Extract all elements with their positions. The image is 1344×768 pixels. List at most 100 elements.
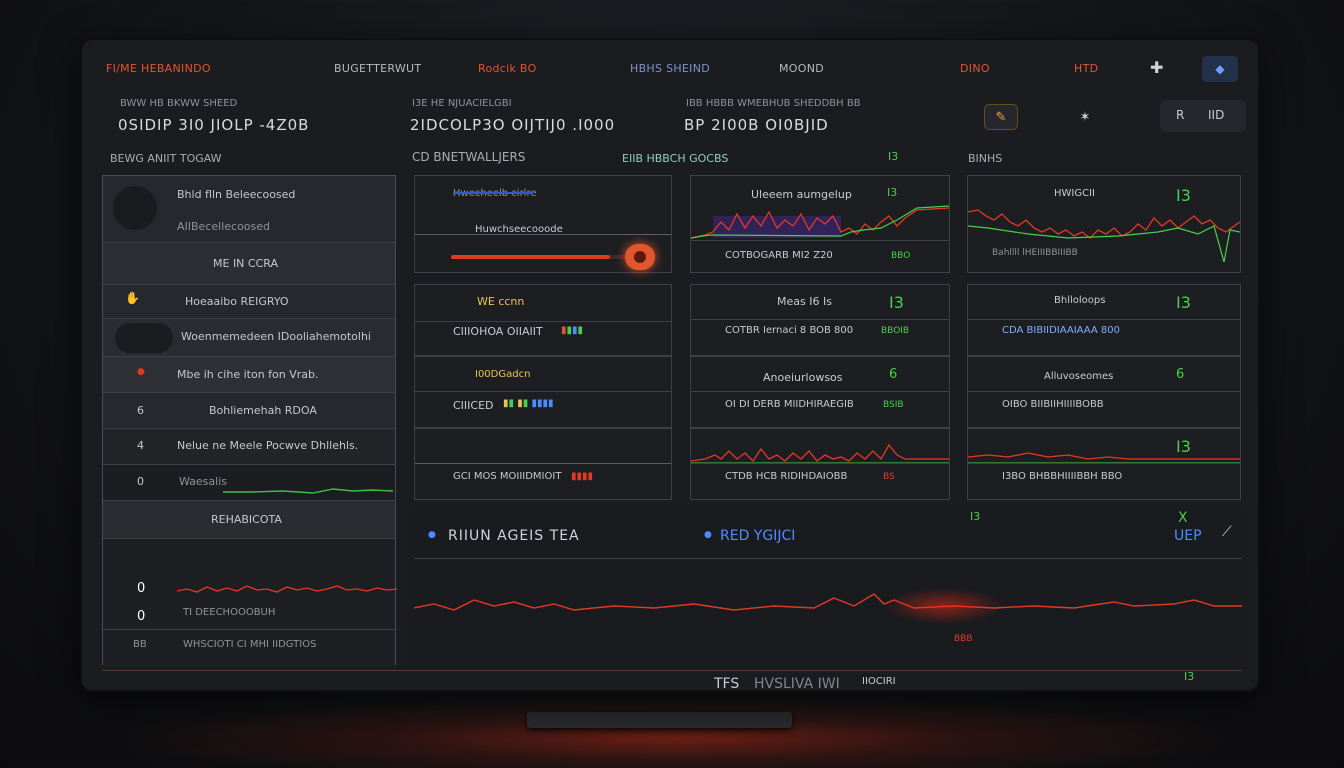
chart-card-2[interactable]: Meas I6 Is I3 COTBR Iernaci 8 BOB 800 BB… [690,284,950,356]
right-card-3-title: Alluvoseomes [1044,371,1114,382]
mid-cell-2-bars-icon: ▮▮ ▮▮ ▮▮▮▮ [503,398,554,409]
section-mid2-heading: EIIB HBBCH GOCBS [622,152,729,165]
nav-item-1[interactable]: BUGETTERWUT [334,62,422,75]
chart-card-4-badge: BS [883,472,895,482]
diagonal-arrow-icon[interactable]: ⟋ [1222,524,1232,540]
divider [691,463,949,464]
chart-card-4[interactable]: CTDB HCB RIDIHDAIOBB BS [690,428,950,500]
stat-label-1: BWW HB BKWW SHEED [120,98,238,109]
chart-card-1-icon: I3 [887,186,898,199]
left-row-5-label: Mbe ih cihe iton fon Vrab. [177,368,319,381]
divider [103,629,395,630]
desk-reflection [100,695,1250,768]
nav-item-3[interactable]: HBHS SHEIND [630,62,711,75]
chart-card-1[interactable]: Uleeem aumgelup I3 COTBOGARB MI2 Z20 BBO [690,175,950,273]
divider [968,391,1240,392]
glow-label: BBB [954,634,973,644]
left-row-7-label: Nelue ne Meele Pocwve Dhllehls. [177,439,359,452]
right-card-1[interactable]: HWIGCII I3 Bahllll lHEIIIBBIIIBB [967,175,1241,273]
right-card-3-foot: OIBO BIIBIIHIIIIBOBB [1002,399,1104,410]
progress-handle[interactable] [625,244,655,270]
divider [968,463,1240,464]
left-row-10-label: TI DEECHOOOBUH [183,607,276,618]
nav-item-2[interactable]: Rodcik BO [478,62,537,75]
mid-cell-2[interactable]: I00DGadcn CIIICED ▮▮ ▮▮ ▮▮▮▮ [414,356,672,428]
red-dot-icon: ● [137,367,145,377]
left-row-2[interactable]: ME IN CCRA [103,242,395,284]
mid-cell-3-bars-icon: ▮▮▮▮ [571,471,594,482]
left-row-9-label: REHABICOTA [211,513,282,526]
stat-value-1: 0SIDIP 3I0 JIOLP -4Z0B [118,116,310,134]
progress-track [451,255,655,259]
right-card-4-icon: I3 [1176,437,1191,456]
r-button[interactable]: R [1176,108,1185,122]
pencil-icon[interactable]: ✎ [984,104,1018,130]
chart-card-2-badge: BBOIB [881,326,910,336]
chart-card-4-foot: CTDB HCB RIDIHDAIOBB [725,471,848,482]
toggle-pill[interactable] [115,323,173,353]
left-row-8[interactable]: 0 Waesalis [103,464,395,500]
left-row-8-label: Waesalis [179,475,227,488]
last-icon: I3 [1184,670,1195,683]
nav-item-6[interactable]: HTD [1074,62,1099,75]
left-row-chart-area: 0 0 TI DEECHOOOBUH BB WHSCIOTI CI MHI II… [103,538,397,666]
tfs-label: TFS [714,676,740,690]
progress-sub: Huwchseecooode [475,224,563,235]
progress-card: Hwecheelb cirlre Huwchseecooode [414,175,672,273]
left-row-1-sub: AIIBecellecoosed [177,220,271,233]
left-row-6-label: Bohliemehah RDOA [209,404,317,417]
tfs-sub: HVSLIVA IWI [754,676,840,690]
section-mid2-icon: I3 [888,150,899,163]
left-row-7-marker: 4 [137,439,144,452]
right-card-4[interactable]: I3 I3BO BHBBHIIIIBBH BBO [967,428,1241,500]
mid-cell-2-row: CIIICED [453,399,494,412]
left-red-waveform [177,585,397,593]
bottom-item-1[interactable]: RIIUN AGEIS TEA [448,528,580,544]
left-row-3-label: Hoeaaibo REIGRYO [185,295,289,308]
m-button[interactable]: IID [1208,108,1225,122]
nav-item-5[interactable]: DINO [960,62,990,75]
chart-card-1-sparkline [691,205,949,239]
stat-label-2: I3E HE NJUACIELGBI [412,98,512,109]
left-row-5[interactable]: ● Mbe ih cihe iton fon Vrab. [103,356,395,392]
mid-cell-1-bars-icon: ▮▮▮▮ [561,325,584,336]
chart-card-3-badge: BSIB [883,400,904,410]
dot-icon: ● [428,530,436,540]
left-row-4[interactable]: Woenmemedeen IDooliahemotolhi [103,318,395,356]
divider [415,391,671,392]
chart-card-3[interactable]: Anoeiurlowsos 6 OI DI DERB MIIDHIRAEGIB … [690,356,950,428]
bottom-strip: ● RIIUN AGEIS TEA ● RED YGIJCI I3 X UEP … [414,510,1242,690]
right-card-2-foot: CDA BIBIIDIAAIAAA 800 [1002,325,1120,336]
left-row-11-marker: 0 [137,609,146,624]
left-row-9[interactable]: REHABICOTA [103,500,395,538]
plus-icon[interactable]: ✚ [1150,58,1164,77]
tfs-badge: IIOCIRI [862,676,896,687]
bottom-item-2[interactable]: RED YGIJCI [720,528,796,544]
right-card-2[interactable]: Bhlloloops I3 CDA BIBIIDIAAIAAA 800 [967,284,1241,356]
red-glow [884,588,1004,624]
left-row-12-marker: BB [133,639,147,650]
left-row-7[interactable]: 4 Nelue ne Meele Pocwve Dhllehls. [103,428,395,464]
stat-label-3: IBB HBBB WMEBHUB SHEDDBH BB [686,98,861,109]
shield-icon[interactable]: ◆ [1202,56,1238,82]
star-icon[interactable]: ✶ [1079,109,1091,125]
left-row-6[interactable]: 6 Bohliemehah RDOA [103,392,395,428]
chart-card-2-icon: I3 [889,293,904,312]
mid-cell-1[interactable]: WE ccnn CIIIOHOA OIIAIIT ▮▮▮▮ [414,284,672,356]
hand-icon: ✋ [125,291,140,305]
left-row-6-marker: 6 [137,404,144,417]
stat-value-2: 2IDCOLP3O OIJTIJ0 .I000 [410,116,616,134]
chart-card-1-foot: COTBOGARB MI2 Z20 [725,250,833,261]
chart-card-2-title: Meas I6 Is [777,295,832,308]
left-row-1[interactable]: Bhld flln Beleecoosed AIIBecellecoosed [103,176,395,242]
mid-cell-3[interactable]: GCI MOS MOIIIDMIOIT ▮▮▮▮ [414,428,672,500]
nav-item-4[interactable]: MOOND [779,62,825,75]
avatar [113,186,157,230]
section-left-heading: BEWG ANIIT TOGAW [110,152,222,165]
mid-cell-1-title: WE ccnn [477,295,525,308]
uep-label: UEP [1174,528,1202,544]
x-label: X [1178,510,1188,526]
right-card-3[interactable]: Alluvoseomes 6 OIBO BIIBIIHIIIIBOBB [967,356,1241,428]
left-row-3[interactable]: ✋ Hoeaaibo REIGRYO [103,284,395,318]
chart-card-3-foot: OI DI DERB MIIDHIRAEGIB [725,399,854,410]
